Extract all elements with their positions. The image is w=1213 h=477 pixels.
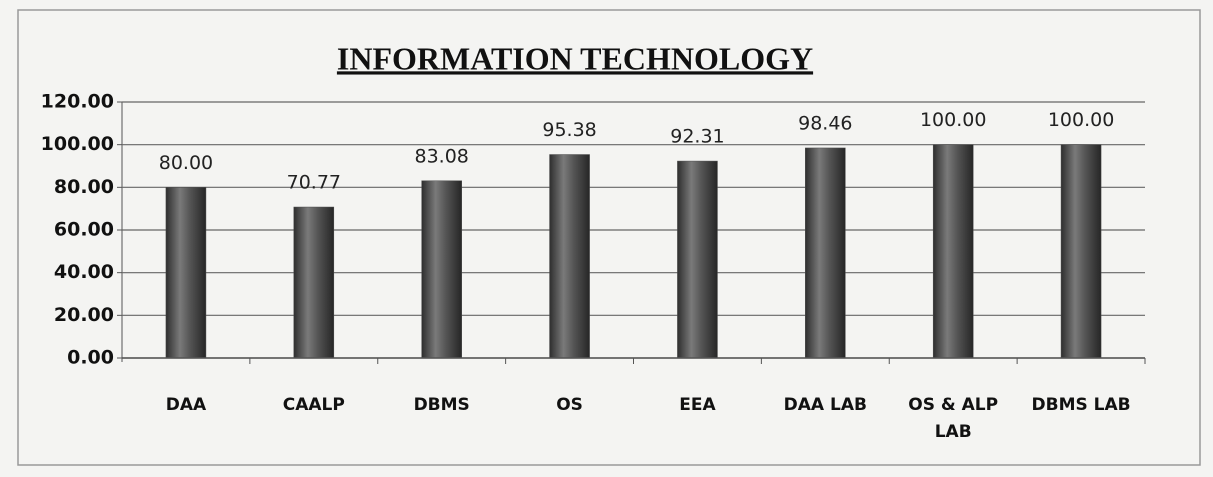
y-tick-label: 120.00 bbox=[41, 91, 114, 113]
value-label: 92.31 bbox=[670, 126, 724, 148]
x-tick-label: OS bbox=[556, 395, 583, 415]
chart-border bbox=[17, 9, 1201, 466]
chart-title: INFORMATION TECHNOLOGY bbox=[337, 40, 813, 76]
value-label: 83.08 bbox=[414, 145, 468, 167]
bar bbox=[165, 187, 207, 359]
bar bbox=[293, 206, 335, 359]
value-label: 100.00 bbox=[920, 109, 986, 131]
y-tick-label: 40.00 bbox=[54, 261, 114, 283]
x-tick-label: DBMS LAB bbox=[1031, 395, 1131, 415]
y-tick-label: 60.00 bbox=[54, 219, 114, 241]
value-label: 95.38 bbox=[542, 119, 596, 141]
y-tick-label: 0.00 bbox=[67, 347, 114, 369]
bar bbox=[549, 154, 590, 359]
x-tick-label: DAA LAB bbox=[783, 395, 867, 415]
bar bbox=[805, 147, 846, 359]
bar bbox=[932, 144, 974, 359]
y-tick-label: 80.00 bbox=[54, 176, 114, 198]
value-label: 80.00 bbox=[159, 152, 213, 174]
value-label: 98.46 bbox=[798, 112, 852, 134]
bar bbox=[421, 180, 462, 359]
bar bbox=[677, 160, 718, 359]
y-tick-label: 100.00 bbox=[41, 133, 114, 155]
y-tick-label: 20.00 bbox=[54, 304, 114, 326]
value-label: 100.00 bbox=[1048, 109, 1114, 131]
bar bbox=[1060, 144, 1102, 359]
x-tick-label: DAA bbox=[165, 395, 207, 415]
x-tick-label: DBMS bbox=[413, 395, 470, 415]
x-tick-label: EEA bbox=[679, 395, 716, 415]
x-tick-label: OS & ALP LAB bbox=[908, 395, 999, 442]
value-label: 70.77 bbox=[287, 172, 341, 194]
x-tick-label: CAALP bbox=[282, 395, 345, 415]
